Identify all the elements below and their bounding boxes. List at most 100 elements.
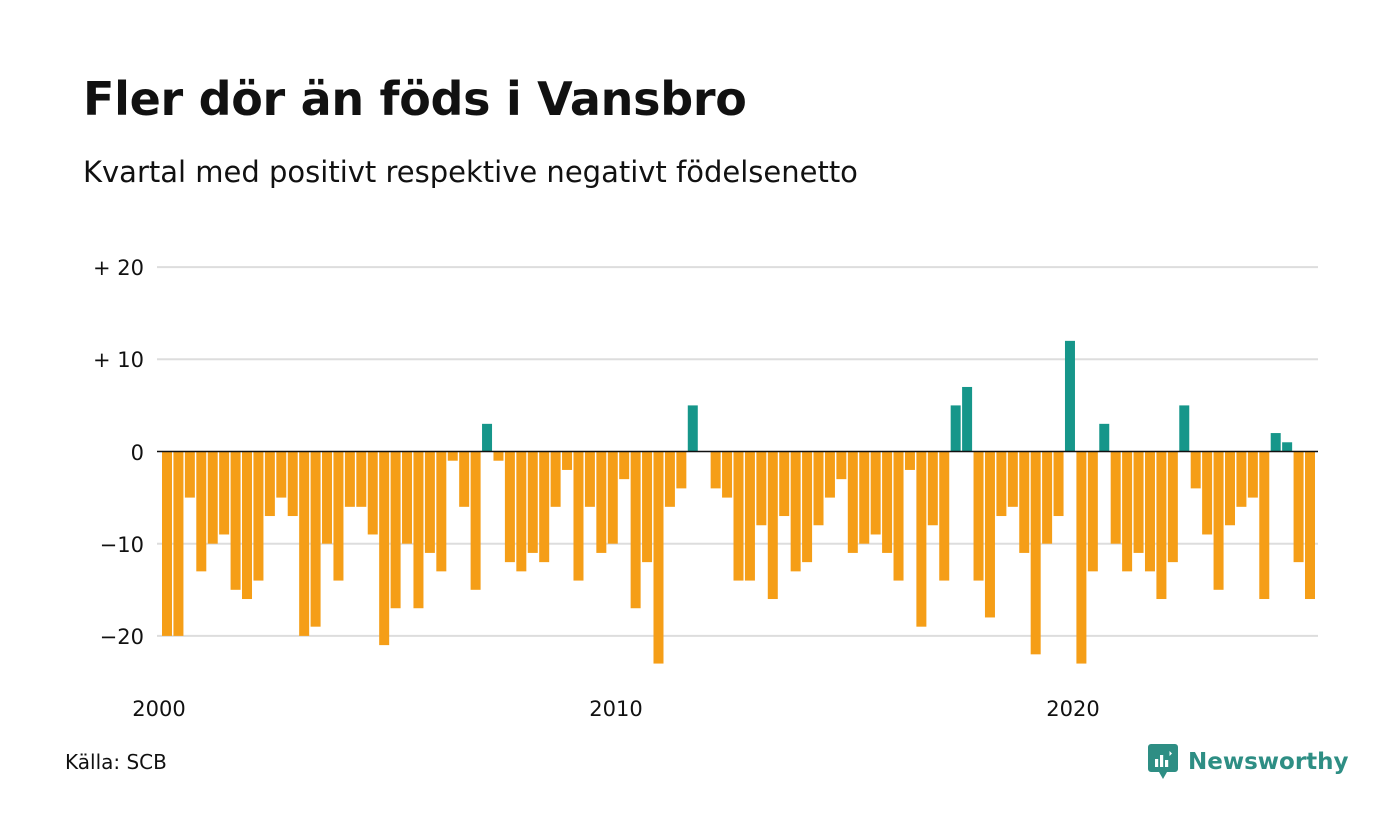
bar-negative <box>299 451 310 636</box>
bar-negative <box>824 451 835 498</box>
axes: + 20 + 10 0 −10 −20 2000 2010 2020 <box>93 256 1100 721</box>
bar-negative <box>264 451 275 517</box>
bar-negative <box>367 451 378 535</box>
newsworthy-logo-icon <box>1148 744 1178 780</box>
bar-positive <box>1179 405 1190 452</box>
bar-negative <box>1019 451 1030 553</box>
bar-negative <box>447 451 458 461</box>
bar-negative <box>904 451 915 470</box>
bar-negative <box>356 451 367 507</box>
bar-negative <box>939 451 950 581</box>
bar-negative <box>333 451 344 581</box>
bar-negative <box>1247 451 1258 498</box>
bar-negative <box>767 451 778 600</box>
bar-negative <box>1167 451 1178 563</box>
bar-positive <box>1282 442 1293 452</box>
bar-negative <box>916 451 927 627</box>
bar-negative <box>390 451 401 609</box>
bar-negative <box>996 451 1007 517</box>
bar-positive <box>962 386 973 452</box>
bar-negative <box>676 451 687 489</box>
bar-negative <box>607 451 618 544</box>
bar-negative <box>984 451 995 618</box>
bar-negative <box>1030 451 1041 655</box>
y-tick-label: −20 <box>100 625 144 649</box>
bar-negative <box>756 451 767 526</box>
brand-name: Newsworthy <box>1188 749 1349 775</box>
bar-negative <box>722 451 733 498</box>
bar-negative <box>504 451 515 563</box>
bar-negative <box>802 451 813 563</box>
chart-title: Fler dör än föds i Vansbro <box>83 72 747 126</box>
bar-negative <box>733 451 744 581</box>
bar-negative <box>1305 451 1315 600</box>
bar-negative <box>847 451 858 553</box>
bar-negative <box>1202 451 1213 535</box>
bar-negative <box>1236 451 1247 507</box>
bar-negative <box>242 451 253 600</box>
x-tick-label: 2000 <box>132 697 185 721</box>
bar-negative <box>630 451 641 609</box>
bar-positive <box>1270 433 1281 452</box>
bar-negative <box>402 451 413 544</box>
bar-negative <box>276 451 287 498</box>
bar-negative <box>1144 451 1155 572</box>
bar-negative <box>573 451 584 581</box>
bar-negative <box>550 451 561 507</box>
bar-positive <box>950 405 961 452</box>
bar-negative <box>344 451 355 507</box>
chart-subtitle: Kvartal med positivt respektive negativt… <box>83 155 858 189</box>
bar-negative <box>813 451 824 526</box>
bar-negative <box>744 451 755 581</box>
bar-negative <box>1110 451 1121 544</box>
bar-negative <box>516 451 527 572</box>
bar-negative <box>470 451 481 590</box>
y-tick-label: −10 <box>100 533 144 557</box>
bar-negative <box>379 451 390 646</box>
bar-negative <box>162 451 172 636</box>
bar-negative <box>1007 451 1018 507</box>
bar-negative <box>173 451 184 636</box>
bar-negative <box>1042 451 1053 544</box>
bar-positive <box>1064 340 1075 452</box>
bar-negative <box>539 451 550 563</box>
bar-negative <box>1133 451 1144 553</box>
bar-positive <box>482 423 493 452</box>
bar-negative <box>710 451 721 489</box>
bar-negative <box>436 451 447 572</box>
bar-negative <box>870 451 881 535</box>
bar-negative <box>836 451 847 480</box>
bar-negative <box>584 451 595 507</box>
bar-negative <box>1122 451 1133 572</box>
bars <box>157 340 1318 664</box>
brand-logo[interactable]: Newsworthy <box>1148 744 1349 780</box>
bar-negative <box>527 451 538 553</box>
bar-negative <box>882 451 893 553</box>
bar-negative <box>322 451 333 544</box>
bar-negative <box>310 451 321 627</box>
y-tick-label: + 20 <box>93 256 144 280</box>
bar-negative <box>1190 451 1201 489</box>
bar-negative <box>459 451 470 507</box>
bar-negative <box>1087 451 1098 572</box>
x-tick-label: 2020 <box>1046 697 1099 721</box>
bar-negative <box>1053 451 1064 517</box>
bar-negative <box>1224 451 1235 526</box>
bar-negative <box>1293 451 1304 563</box>
bar-negative <box>973 451 984 581</box>
bar-negative <box>253 451 264 581</box>
bar-negative <box>642 451 653 563</box>
bar-negative <box>493 451 504 461</box>
bar-negative <box>859 451 870 544</box>
bar-negative <box>619 451 630 480</box>
bar-negative <box>196 451 207 572</box>
bar-negative <box>424 451 435 553</box>
y-tick-label: 0 <box>131 441 144 465</box>
source-note: Källa: SCB <box>65 750 167 774</box>
bar-negative <box>927 451 938 526</box>
bar-negative <box>184 451 195 498</box>
bar-negative <box>219 451 230 535</box>
bar-negative <box>230 451 241 590</box>
bar-negative <box>893 451 904 581</box>
